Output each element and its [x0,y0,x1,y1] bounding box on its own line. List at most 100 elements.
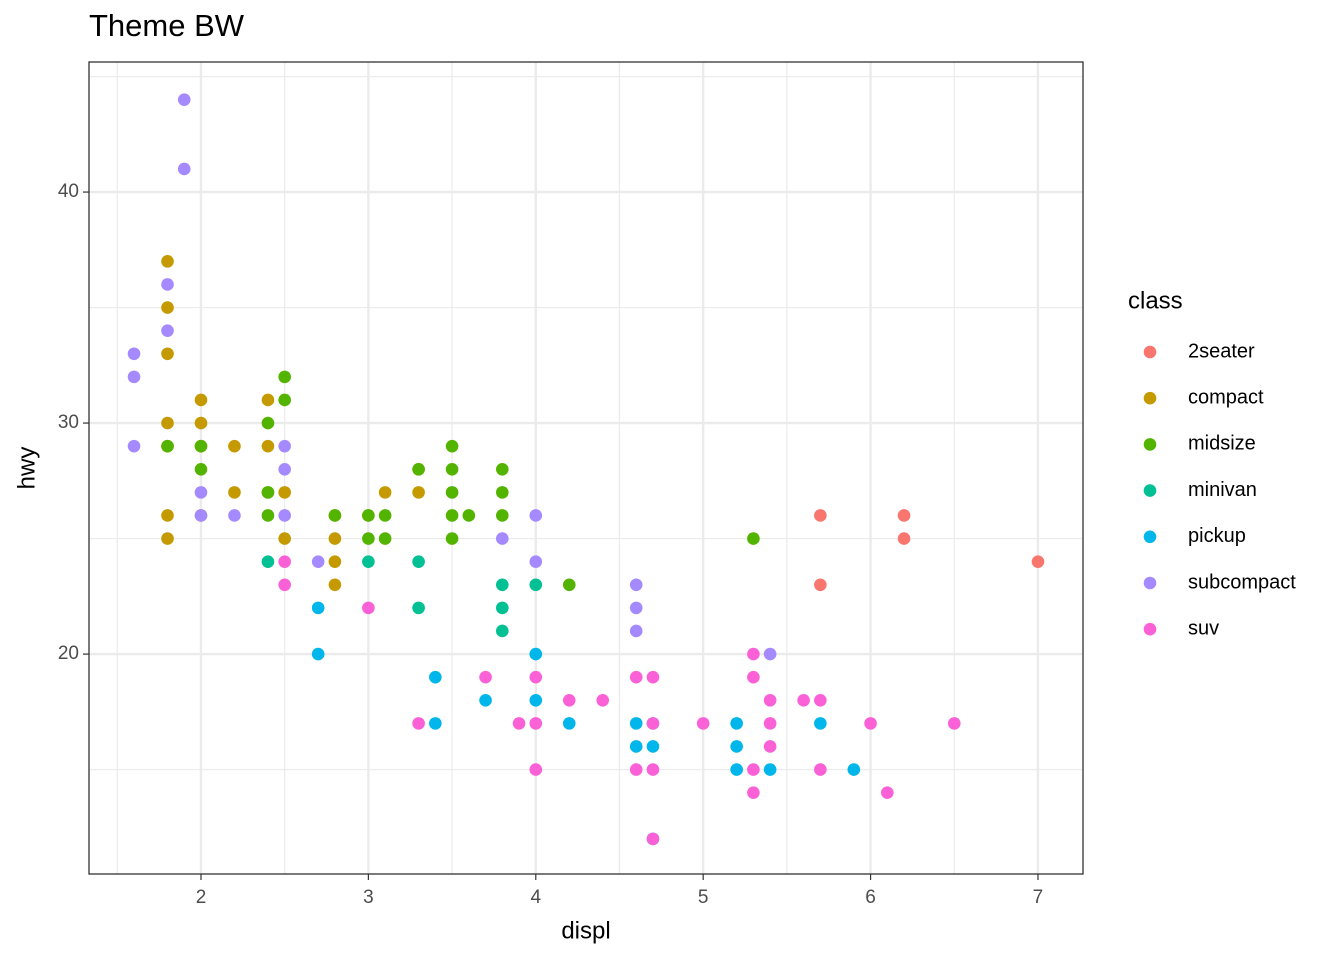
point [897,509,911,522]
point [529,763,543,776]
point [261,439,275,453]
legend-key [1143,576,1157,590]
point [194,416,208,430]
point [261,486,275,499]
point [161,255,174,268]
point [814,509,827,522]
point [529,647,543,661]
point [261,393,275,407]
point [629,717,643,730]
legend-key [1143,438,1157,451]
point [311,647,325,661]
point [496,532,509,545]
point [747,786,760,799]
point [228,509,241,522]
point [646,740,660,753]
point [529,578,543,592]
point [1031,555,1045,568]
point [629,670,643,684]
point [328,509,342,522]
x-axis-title: displ [561,917,610,944]
point [496,509,509,522]
point [496,601,509,615]
point [462,509,476,522]
y-tick-label: 30 [58,412,79,433]
point [646,832,660,846]
point [328,578,342,592]
point [177,93,191,106]
legend-key [1143,345,1157,359]
point [696,717,710,730]
legend-label: suv [1188,617,1219,639]
point [378,509,392,522]
point [278,555,291,568]
point [747,670,760,684]
x-tick-label: 3 [363,887,374,908]
point [161,439,174,453]
point [730,763,743,776]
point [194,462,208,476]
point [311,601,325,615]
point [278,370,291,384]
x-tick-label: 6 [865,887,876,908]
y-axis-title: hwy [13,447,40,490]
point [747,647,760,661]
point [378,532,392,545]
point [479,693,492,707]
point [629,578,643,592]
point [194,439,208,453]
point [730,717,743,730]
point [445,486,459,499]
point [412,462,425,476]
x-tick-label: 2 [196,887,207,908]
point [529,717,543,730]
point [445,439,459,453]
point [194,393,208,407]
point [814,578,827,592]
point [445,462,459,476]
point [496,578,509,592]
point [763,763,777,776]
point [763,647,777,661]
point [596,693,610,707]
point [228,439,241,453]
legend-key [1143,622,1157,636]
point [362,555,375,568]
point [529,693,543,707]
point [412,601,425,615]
point [412,717,425,730]
point [412,555,425,568]
point [529,509,543,522]
point [562,578,576,592]
point [730,740,743,753]
x-tick-label: 4 [530,887,541,908]
point [797,693,810,707]
point [177,162,191,176]
axes: 2 3 4 5 6 7 20 30 40 [58,181,1043,908]
panel-border [88,61,1084,875]
point [562,717,576,730]
point [362,532,375,545]
point [763,740,777,753]
point [897,532,911,545]
point [161,416,174,430]
point [629,740,643,753]
point [161,532,174,545]
legend-key [1143,484,1157,497]
legend-label: 2seater [1188,340,1255,362]
chart-title: Theme BW [89,8,245,43]
point [127,370,141,384]
point [496,486,509,499]
point [814,693,827,707]
point [127,347,141,361]
point [562,693,576,707]
legend-key [1143,391,1157,405]
point [362,601,375,615]
point [328,532,342,545]
point [529,670,543,684]
x-tick-label: 7 [1033,887,1044,908]
point [412,486,425,499]
point [328,555,342,568]
legend-label: compact [1188,386,1264,408]
